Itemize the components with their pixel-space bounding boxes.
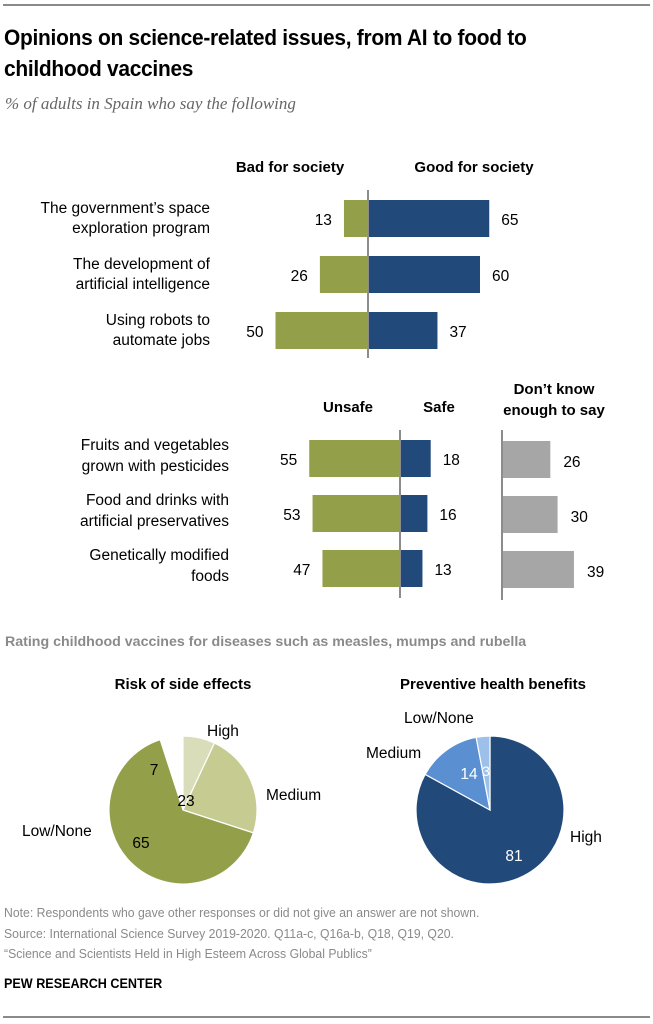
data-label-unsafe: 53 — [283, 507, 300, 524]
chart-title: Opinions on science-related issues, from… — [4, 25, 527, 81]
bar-good-for-society — [369, 256, 480, 293]
legend-safe: Safe — [423, 399, 455, 416]
category-label: The government’s space — [41, 200, 210, 217]
pie-value-high: 7 — [150, 762, 159, 779]
data-label-good: 65 — [501, 212, 518, 229]
bar-dont-know — [503, 496, 558, 533]
bar-unsafe — [312, 495, 400, 532]
section-label: Rating childhood vaccines for diseases s… — [5, 634, 526, 650]
category-label: foods — [191, 568, 229, 585]
bar-unsafe — [322, 550, 400, 587]
bar-bad-for-society — [319, 256, 368, 293]
category-label: artificial intelligence — [76, 276, 210, 293]
legend-good-for-society: Good for society — [414, 159, 534, 176]
bar-dont-know — [503, 441, 551, 478]
data-label-dont-know: 26 — [563, 454, 580, 471]
data-label-unsafe: 47 — [293, 562, 310, 579]
category-label: The development of — [73, 256, 211, 273]
data-label-dont-know: 30 — [571, 509, 589, 526]
bar-safe — [401, 495, 428, 532]
bar-good-for-society — [369, 200, 490, 237]
category-label: artificial preservatives — [80, 513, 229, 530]
bar-good-for-society — [369, 312, 438, 349]
bar-unsafe — [309, 440, 400, 477]
pie-label-high: High — [207, 723, 239, 740]
data-label-good: 37 — [449, 324, 466, 341]
data-label-bad: 26 — [291, 268, 308, 285]
benefits-slice-high — [415, 735, 565, 885]
data-label-dont-know: 39 — [587, 564, 604, 581]
pew-logo-text: PEW RESEARCH CENTER — [4, 975, 163, 991]
legend-dont-know: enough to say — [503, 402, 605, 419]
data-label-safe: 13 — [434, 562, 451, 579]
pie-value-high: 81 — [505, 848, 522, 865]
report-title-line: “Science and Scientists Held in High Est… — [4, 946, 372, 961]
bar-safe — [401, 440, 431, 477]
source-line: Source: International Science Survey 201… — [4, 926, 454, 941]
pie-value-low-none: 3 — [482, 763, 490, 779]
pie-value-medium: 14 — [460, 766, 478, 783]
legend-unsafe: Unsafe — [323, 399, 373, 416]
pie-label-medium: Medium — [366, 745, 421, 762]
data-label-safe: 16 — [439, 507, 456, 524]
pie-label-medium: Medium — [266, 787, 321, 804]
pie-value-low-none: 65 — [132, 835, 149, 852]
risk-slice-medium — [182, 742, 258, 834]
pie-label-low-none: Low/None — [404, 710, 474, 727]
category-label: grown with pesticides — [82, 458, 230, 475]
bottom-rule — [3, 1016, 650, 1018]
data-label-bad: 50 — [246, 324, 264, 341]
bar-bad-for-society — [343, 200, 368, 237]
bar-bad-for-society — [275, 312, 368, 349]
data-label-unsafe: 55 — [280, 452, 297, 469]
top-rule — [3, 4, 650, 6]
chart-canvas: Bad for society Good for society The gover… — [5, 159, 605, 885]
pie-value-medium: 23 — [177, 793, 194, 810]
bar-safe — [401, 550, 423, 587]
note-line: Note: Respondents who gave other respons… — [4, 905, 480, 920]
pie-label-low-none: Low/None — [22, 823, 92, 840]
pie-title-benefits: Preventive health benefits — [400, 676, 586, 693]
benefits-slice-low-none — [475, 735, 491, 811]
chart-subtitle: % of adults in Spain who say the followi… — [5, 94, 296, 113]
data-label-safe: 18 — [443, 452, 460, 469]
bar-dont-know — [503, 551, 574, 588]
benefits-slice-medium — [424, 736, 491, 812]
risk-slice-low-none — [108, 738, 255, 885]
data-label-bad: 13 — [315, 212, 332, 229]
legend-bad-for-society: Bad for society — [236, 159, 345, 176]
pie-label-high: High — [570, 829, 602, 846]
pie-title-risk: Risk of side effects — [115, 676, 252, 693]
category-label: exploration program — [72, 220, 210, 237]
data-label-good: 60 — [492, 268, 510, 285]
category-label: Fruits and vegetables — [81, 437, 229, 454]
legend-dont-know: Don’t know — [514, 381, 595, 398]
category-label: automate jobs — [113, 332, 211, 349]
category-label: Genetically modified — [89, 547, 229, 564]
category-label: Food and drinks with — [86, 492, 229, 509]
category-label: Using robots to — [106, 312, 210, 329]
